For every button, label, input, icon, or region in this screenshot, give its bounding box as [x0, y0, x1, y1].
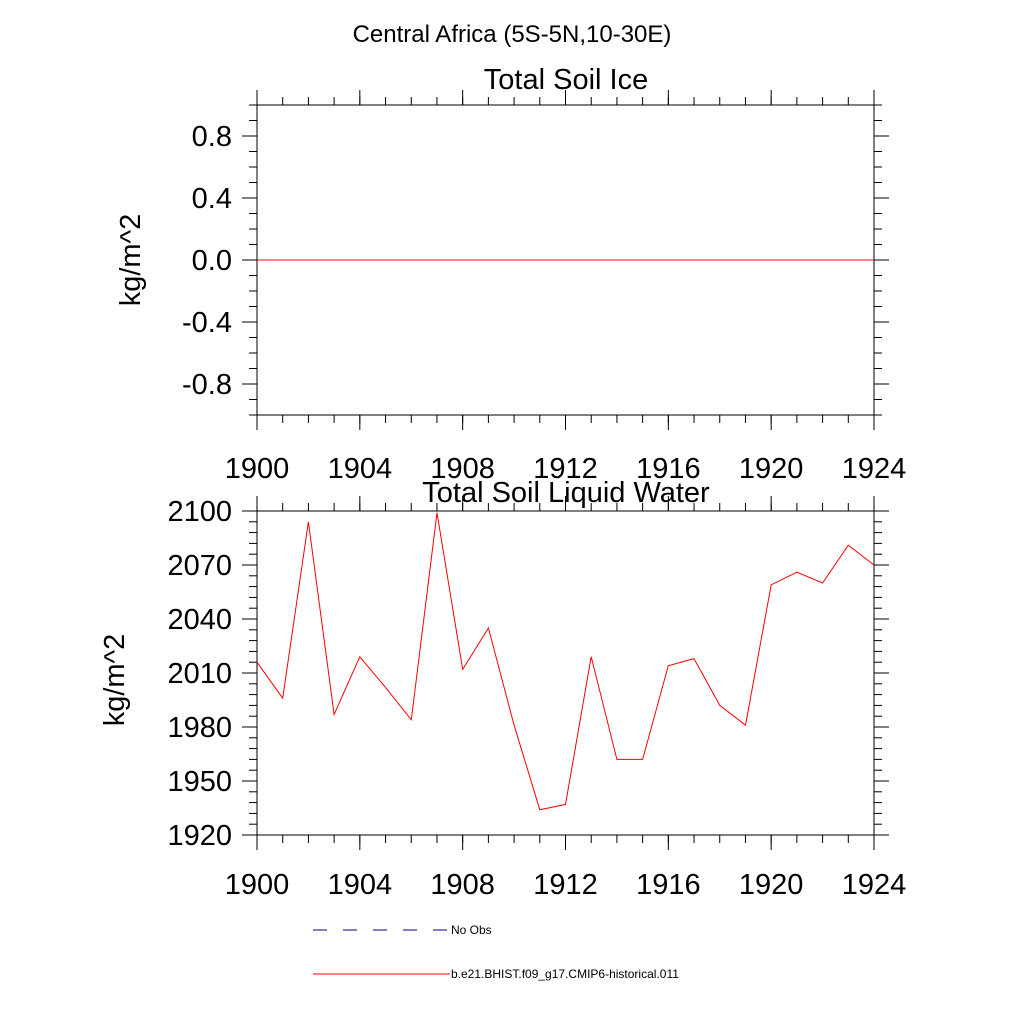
x-tick-label: 1904 — [328, 453, 393, 485]
panel-total-soil-liquid-water: Total Soil Liquid Water kg/m^2 210020702… — [99, 477, 906, 901]
y-tick-label: 2100 — [167, 496, 232, 528]
x-tick-label: 1916 — [636, 453, 701, 485]
y-tick-label: 1920 — [167, 820, 232, 852]
chart-marks: 2100 2070 2040 2010 1980 1950 1920 1900 1904 1908… — [167, 496, 906, 901]
y-tick-label: 2040 — [167, 604, 232, 636]
x-tick-label: 1920 — [739, 453, 804, 485]
x-tick-label: 1924 — [842, 453, 907, 485]
x-tick-label: 1912 — [533, 453, 598, 485]
y-axis-label: kg/m^2 — [115, 214, 147, 307]
x-tick-label: 1916 — [636, 869, 701, 901]
plot-frame — [256, 510, 875, 836]
y-tick-label: 0.4 — [192, 183, 232, 215]
y-tick-label: 0.8 — [192, 121, 232, 153]
x-tick-label: 1908 — [430, 869, 495, 901]
legend-label-model: b.e21.BHIST.f09_g17.CMIP6-historical.011 — [451, 967, 679, 981]
x-tick-label: 1912 — [533, 869, 598, 901]
y-axis-label: kg/m^2 — [99, 634, 131, 727]
y-tick-label: 2010 — [167, 658, 232, 690]
chart-marks: 0.8 0.4 0.0 -0.4 -0.8 1900 1904 1908 1912 1916 192… — [182, 90, 906, 485]
x-tick-label: 1900 — [225, 869, 290, 901]
legend: No Obs b.e21.BHIST.f09_g17.CMIP6-histori… — [313, 923, 679, 981]
y-tick-label: 0.0 — [192, 245, 232, 277]
figure-suptitle: Central Africa (5S-5N,10-30E) — [353, 21, 672, 48]
y-tick-label: -0.8 — [182, 369, 232, 401]
panel-total-soil-ice: Total Soil Ice kg/m^2 0.80.40.0-0.4-0.81… — [115, 64, 906, 485]
x-tick-label: 1900 — [225, 453, 290, 485]
x-tick-label: 1924 — [842, 869, 907, 901]
y-tick-label: 2070 — [167, 550, 232, 582]
series-line — [256, 512, 875, 811]
legend-label-no-obs: No Obs — [451, 923, 492, 937]
x-tick-label: 1908 — [430, 453, 495, 485]
x-tick-label: 1920 — [739, 869, 804, 901]
y-tick-label: -0.4 — [182, 307, 232, 339]
y-tick-label: 1950 — [167, 766, 232, 798]
x-tick-label: 1904 — [328, 869, 393, 901]
panel-title: Total Soil Liquid Water — [422, 477, 710, 509]
y-tick-label: 1980 — [167, 712, 232, 744]
